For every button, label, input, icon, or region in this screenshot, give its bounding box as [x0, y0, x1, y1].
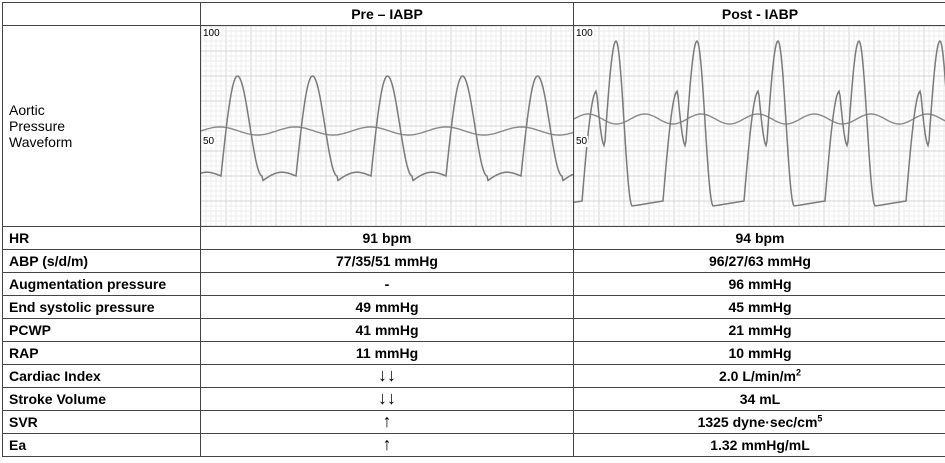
double-down-arrow-icon: ↓↓ — [378, 388, 396, 408]
post-value-main: 2.0 L/min/m — [718, 368, 796, 384]
pre-waveform-cell: 100 50 — [200, 25, 574, 227]
row-label: ABP (s/d/m) — [2, 249, 201, 273]
post-value: 21 mmHg — [573, 318, 945, 342]
grid-lines — [201, 26, 573, 226]
pre-value: 41 mmHg — [200, 318, 574, 342]
post-value-superscript: 2 — [796, 367, 802, 378]
row-label: Stroke Volume — [2, 387, 201, 411]
post-value: 1325 dyne·sec/cm5 — [573, 410, 945, 434]
post-value: 10 mmHg — [573, 341, 945, 365]
background-pressure-trace — [201, 126, 573, 136]
up-arrow-icon: ↑ — [382, 434, 392, 454]
pre-value: ↓↓ — [200, 364, 574, 388]
post-value: 94 bpm — [573, 226, 945, 250]
post-value: 2.0 L/min/m2 — [573, 364, 945, 388]
double-down-arrow-icon: ↓↓ — [378, 365, 396, 385]
post-value-superscript: 5 — [817, 413, 823, 424]
row-label: SVR — [2, 410, 201, 434]
row-label: HR — [2, 226, 201, 250]
waveform-row: Aortic Pressure Waveform 100 50 100 50 — [2, 25, 945, 227]
row-rap: RAP 11 mmHg 10 mmHg — [2, 341, 945, 365]
row-pcwp: PCWP 41 mmHg 21 mmHg — [2, 318, 945, 342]
aortic-pressure-trace — [201, 75, 573, 182]
up-arrow-icon: ↑ — [382, 411, 392, 431]
pre-value: 91 bpm — [200, 226, 574, 250]
row-label: PCWP — [2, 318, 201, 342]
row-abp: ABP (s/d/m) 77/35/51 mmHg 96/27/63 mmHg — [2, 249, 945, 273]
tick-label-50: 50 — [202, 136, 216, 147]
row-augmentation-pressure: Augmentation pressure - 96 mmHg — [2, 272, 945, 296]
waveform-svg — [201, 26, 573, 226]
row-label: Ea — [2, 433, 201, 457]
row-label: End systolic pressure — [2, 295, 201, 319]
pre-value: 77/35/51 mmHg — [200, 249, 574, 273]
pre-value: - — [200, 272, 574, 296]
post-value: 34 mL — [573, 387, 945, 411]
tick-label-50: 50 — [575, 136, 589, 147]
waveform-label-line: Aortic — [9, 102, 45, 118]
row-label: RAP — [2, 341, 201, 365]
waveform-label-line: Pressure — [9, 118, 66, 134]
post-waveform-cell: 100 50 — [573, 25, 945, 227]
post-iabp-waveform: 100 50 — [574, 26, 945, 226]
row-end-systolic-pressure: End systolic pressure 49 mmHg 45 mmHg — [2, 295, 945, 319]
waveform-svg — [574, 26, 945, 226]
header-pre-iabp: Pre – IABP — [200, 2, 574, 26]
pre-value: 49 mmHg — [200, 295, 574, 319]
row-ea: Ea ↑ 1.32 mmHg/mL — [2, 433, 945, 457]
waveform-label-line: Waveform — [9, 134, 73, 150]
pre-value: ↑ — [200, 433, 574, 457]
pre-value: 11 mmHg — [200, 341, 574, 365]
row-label: Cardiac Index — [2, 364, 201, 388]
header-post-iabp: Post - IABP — [573, 2, 945, 26]
post-value: 45 mmHg — [573, 295, 945, 319]
post-value: 96 mmHg — [573, 272, 945, 296]
post-value: 96/27/63 mmHg — [573, 249, 945, 273]
row-stroke-volume: Stroke Volume ↓↓ 34 mL — [2, 387, 945, 411]
tick-label-100: 100 — [202, 28, 221, 39]
post-value: 1.32 mmHg/mL — [573, 433, 945, 457]
waveform-label: Aortic Pressure Waveform — [2, 25, 201, 227]
row-cardiac-index: Cardiac Index ↓↓ 2.0 L/min/m2 — [2, 364, 945, 388]
background-pressure-trace — [574, 113, 945, 125]
header-blank-cell — [2, 2, 201, 26]
pre-iabp-waveform: 100 50 — [201, 26, 573, 226]
row-hr: HR 91 bpm 94 bpm — [2, 226, 945, 250]
row-label: Augmentation pressure — [2, 272, 201, 296]
tick-label-100: 100 — [575, 28, 594, 39]
pre-value: ↓↓ — [200, 387, 574, 411]
header-row: Pre – IABP Post - IABP — [2, 2, 945, 26]
pre-value: ↑ — [200, 410, 574, 434]
grid-lines — [574, 26, 945, 226]
row-svr: SVR ↑ 1325 dyne·sec/cm5 — [2, 410, 945, 434]
aortic-pressure-trace — [574, 39, 945, 207]
post-value-main: 1325 dyne·sec/cm — [697, 414, 818, 430]
